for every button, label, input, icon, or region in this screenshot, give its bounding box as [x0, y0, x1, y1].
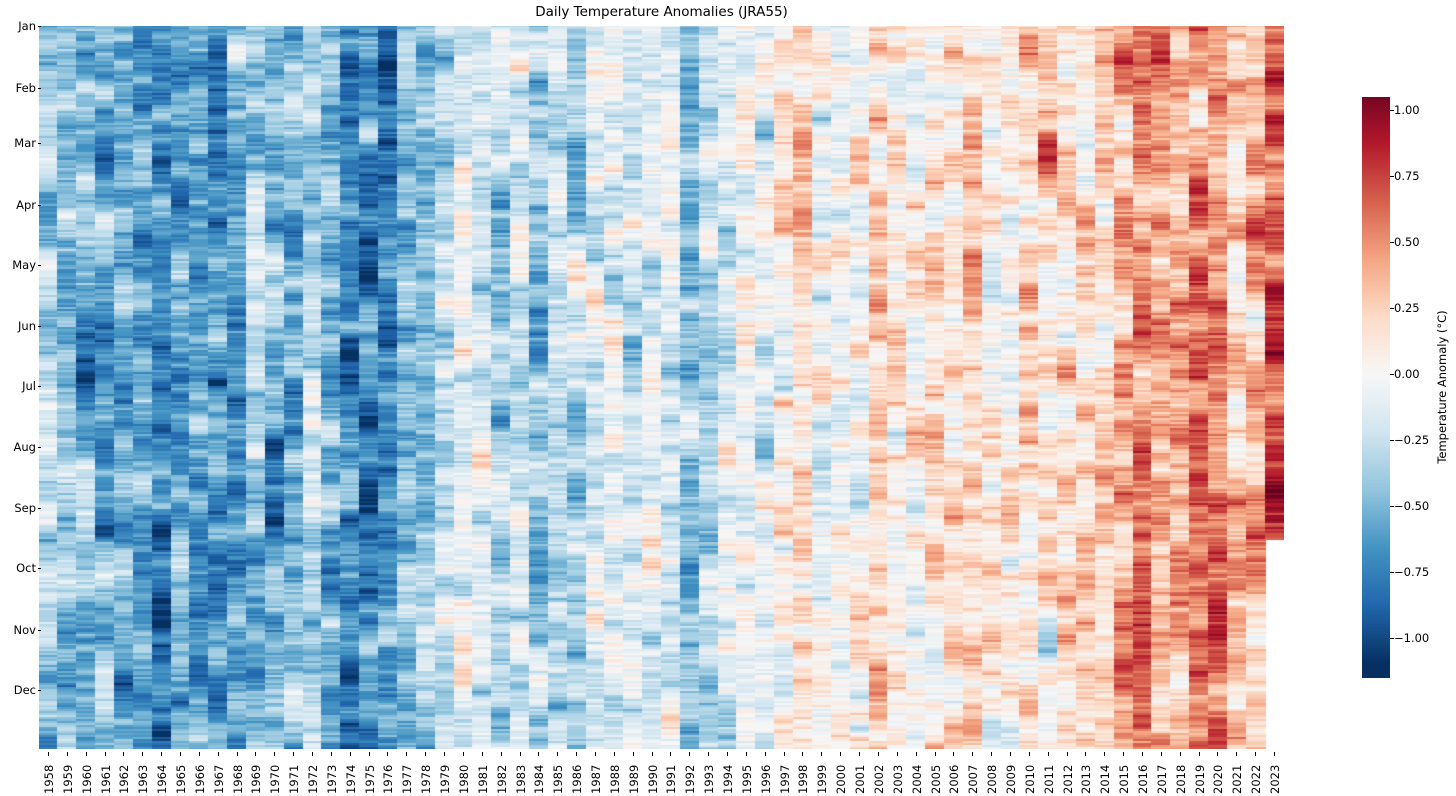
colorbar-tick-label: −0.50 [1389, 499, 1430, 514]
colorbar-tick-label: −0.25 [1389, 433, 1430, 448]
y-tick-label: Jul [0, 379, 41, 393]
y-tick-label: Dec [0, 683, 41, 697]
y-tick-label: May [0, 258, 41, 272]
heatmap-plot [39, 26, 1284, 749]
colorbar-tick-label: 0.25 [1390, 301, 1420, 316]
y-tick-label: Oct [0, 561, 41, 575]
colorbar-label: Temperature Anomaly (°C) [1435, 310, 1449, 464]
y-tick-label: Jun [0, 319, 41, 333]
colorbar [1362, 97, 1390, 678]
y-tick-label: Jan [0, 19, 41, 33]
colorbar-tick-label: −1.00 [1389, 631, 1430, 646]
y-tick-label: Feb [0, 81, 41, 95]
chart-title: Daily Temperature Anomalies (JRA55) [535, 4, 788, 20]
colorbar-tick-label: 0.75 [1390, 169, 1420, 184]
y-tick-label: Apr [0, 198, 41, 212]
y-tick-label: Aug [0, 440, 41, 454]
colorbar-tick-label: −0.75 [1389, 565, 1430, 580]
colorbar-tick-label: 1.00 [1390, 103, 1420, 118]
y-tick-label: Sep [0, 501, 41, 515]
colorbar-tick-label: 0.50 [1390, 235, 1420, 250]
colorbar-tick-label: 0.00 [1390, 367, 1420, 382]
y-tick-label: Mar [0, 136, 41, 150]
y-tick-label: Nov [0, 623, 41, 637]
